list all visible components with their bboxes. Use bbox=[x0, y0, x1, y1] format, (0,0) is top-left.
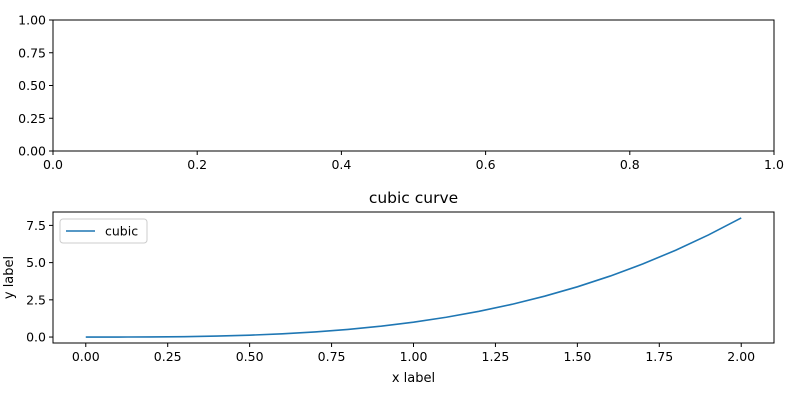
bottom-x-ticks: 0.00 0.25 0.50 0.75 1.00 1.25 1.50 1.75 2.00 bbox=[72, 343, 755, 364]
series-line-cubic bbox=[85, 217, 742, 338]
x-tick-label: 1.00 bbox=[400, 349, 428, 364]
x-tick-label: 0.00 bbox=[72, 349, 100, 364]
y-tick-label: 1.00 bbox=[18, 13, 46, 28]
bottom-y-ticks: 0.0 2.5 5.0 7.5 bbox=[26, 218, 53, 345]
x-tick-label: 0.50 bbox=[236, 349, 264, 364]
y-tick-label: 0.75 bbox=[18, 45, 46, 60]
y-axis-label: y label bbox=[2, 256, 17, 299]
axes-bottom-frame bbox=[52, 211, 775, 344]
axes-top: 0.0 0.2 0.4 0.6 0.8 1.0 0.00 0.25 0.50 0.75 1.00 bbox=[18, 13, 784, 173]
legend-label-cubic: cubic bbox=[105, 224, 138, 239]
top-y-ticks: 0.00 0.25 0.50 0.75 1.00 bbox=[18, 13, 53, 159]
x-tick-label: 1.50 bbox=[563, 349, 591, 364]
axes-top-frame bbox=[52, 19, 775, 152]
legend-box bbox=[59, 218, 148, 244]
x-tick-label: 1.0 bbox=[764, 157, 784, 172]
x-tick-label: 0.8 bbox=[620, 157, 640, 172]
x-tick-label: 0.25 bbox=[154, 349, 182, 364]
y-tick-label: 5.0 bbox=[26, 255, 46, 270]
y-tick-label: 7.5 bbox=[26, 218, 46, 233]
y-tick-label: 0.50 bbox=[18, 78, 46, 93]
x-tick-label: 1.75 bbox=[645, 349, 673, 364]
y-tick-label: 2.5 bbox=[26, 292, 46, 307]
x-tick-label: 0.0 bbox=[43, 157, 63, 172]
x-tick-label: 0.2 bbox=[187, 157, 207, 172]
x-tick-label: 1.25 bbox=[482, 349, 510, 364]
x-tick-label: 0.4 bbox=[331, 157, 351, 172]
x-tick-label: 0.6 bbox=[476, 157, 496, 172]
y-tick-label: 0.0 bbox=[26, 330, 46, 345]
x-tick-label: 0.75 bbox=[318, 349, 346, 364]
x-tick-label: 2.00 bbox=[727, 349, 755, 364]
x-axis-label: x label bbox=[392, 371, 435, 386]
top-x-ticks: 0.0 0.2 0.4 0.6 0.8 1.0 bbox=[43, 151, 784, 172]
chart-title: cubic curve bbox=[369, 189, 458, 207]
legend: cubic bbox=[59, 218, 148, 244]
axes-bottom: cubic curve 0.00 0.25 0.50 0.75 1.00 1.25 1.50… bbox=[2, 189, 775, 386]
y-tick-label: 0.00 bbox=[18, 144, 46, 159]
y-tick-label: 0.25 bbox=[18, 111, 46, 126]
